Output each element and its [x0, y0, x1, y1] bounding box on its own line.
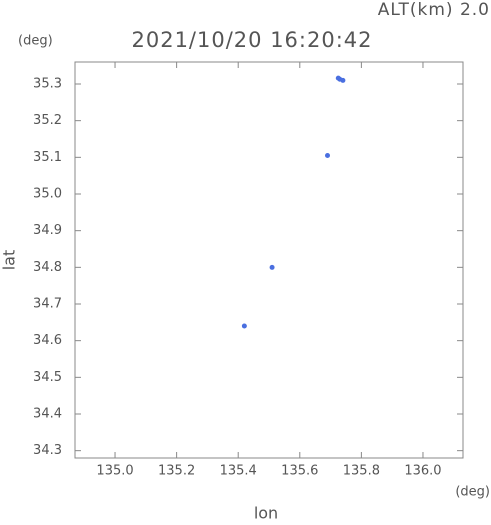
y-tick-label: 34.7 [33, 297, 62, 312]
plot-frame [74, 61, 464, 459]
point [241, 323, 247, 329]
x-tick-label: 136.0 [404, 464, 441, 479]
x-tick-label: 135.8 [343, 464, 380, 479]
x-tick-label: 135.0 [96, 464, 133, 479]
y-tick-label: 34.4 [33, 407, 62, 422]
point [325, 153, 331, 158]
y-tick-label: 35.3 [33, 77, 62, 92]
y-tick-label: 34.8 [33, 260, 62, 275]
point [340, 77, 346, 83]
x-unit: (deg) [455, 485, 490, 500]
y-tick-label: 34.6 [33, 333, 62, 348]
y-tick-label: 34.3 [33, 443, 62, 458]
y-tick-label: 35.1 [33, 150, 62, 165]
x-tick-label: 135.6 [281, 464, 318, 479]
y-tick-label: 34.5 [33, 370, 62, 385]
y-tick-label: 35.0 [33, 187, 62, 202]
chart-title: 2021/10/20 16:20:42 [131, 28, 372, 52]
point [335, 75, 341, 81]
point [269, 264, 275, 270]
y-tick-label: 35.2 [33, 113, 62, 128]
y-unit: (deg) [18, 34, 53, 49]
y-axis-label: lat [0, 250, 19, 271]
x-tick-label: 135.4 [220, 464, 257, 479]
x-axis-label: lon [254, 504, 278, 522]
x-tick-label: 135.2 [158, 464, 195, 479]
y-tick-label: 34.9 [33, 223, 62, 238]
annotation: ALT(km) 2.0 [378, 0, 490, 20]
